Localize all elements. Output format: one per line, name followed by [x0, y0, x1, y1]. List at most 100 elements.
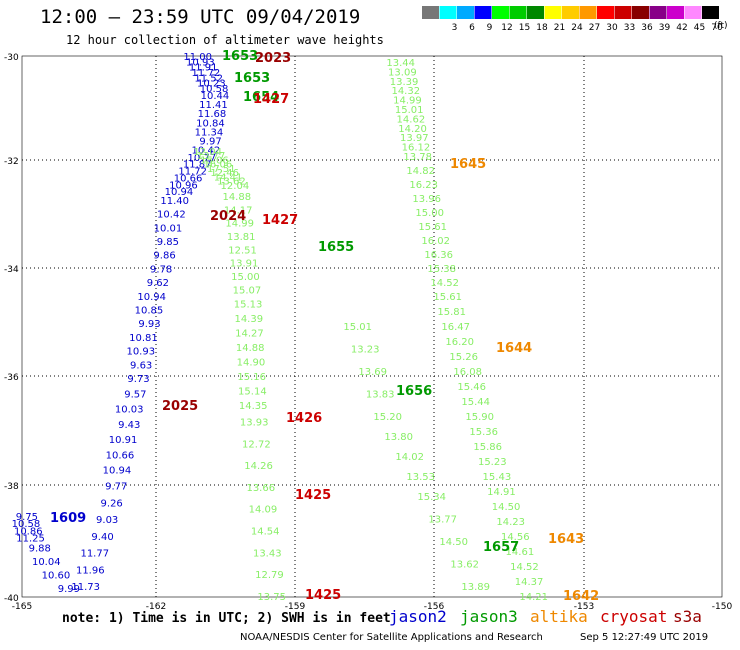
- track-value: 10.23: [197, 79, 226, 90]
- track-value: 11.25: [16, 533, 45, 544]
- track-value: 11.73: [71, 582, 100, 593]
- lon-tick-label: -156: [424, 602, 445, 612]
- pass-time-label: 1425: [295, 488, 331, 503]
- track-value: 9.97: [199, 137, 221, 148]
- track-value: 15.13: [234, 299, 263, 310]
- track-value: 12.79: [255, 570, 284, 581]
- track-value: 15.38: [427, 264, 456, 275]
- track-value: 14.41: [214, 173, 243, 184]
- pass-time-label: 1644: [496, 341, 532, 356]
- legend-cryosat: cryosat: [600, 607, 668, 626]
- track-value: 14.23: [496, 517, 525, 528]
- pass-time-label: 1643: [548, 532, 584, 547]
- scale-label: 45: [694, 23, 705, 33]
- pass-time-label: 1654: [243, 90, 279, 105]
- track-value: 15.61: [433, 292, 462, 303]
- lat-tick-label: -30: [4, 53, 19, 63]
- track-value: 10.81: [129, 333, 158, 344]
- scale-swatch: [684, 6, 702, 19]
- track-value: 9.40: [91, 532, 113, 543]
- scale-swatch: [667, 6, 684, 19]
- track-value: 9.93: [138, 319, 160, 330]
- track-value: 9.85: [157, 237, 179, 248]
- track-value: 12.72: [242, 439, 271, 450]
- scale-label: 42: [676, 23, 687, 33]
- track-value: 14.21: [519, 592, 548, 603]
- scale-swatch: [492, 6, 509, 19]
- legend-s3a: s3a: [673, 607, 702, 626]
- track-value: 13.91: [230, 259, 259, 270]
- track-value: 10.96: [169, 180, 198, 191]
- pass-time-label: 1427: [253, 92, 289, 107]
- track-value: 9.77: [105, 482, 127, 493]
- track-value: 9.75: [16, 512, 38, 523]
- lat-tick-label: -32: [4, 157, 19, 167]
- track-value: 13.97: [400, 133, 429, 144]
- track-value: 15.00: [231, 272, 260, 283]
- track-value: 9.78: [150, 264, 172, 275]
- track-value: 16.08: [453, 367, 482, 378]
- track-value: 14.27: [235, 328, 264, 339]
- scale-label: 6: [469, 23, 475, 33]
- track-value: 14.88: [236, 343, 265, 354]
- track-value: 13.44: [386, 58, 415, 69]
- track-value: 11.91: [189, 63, 218, 74]
- track-value: 14.88: [222, 192, 251, 203]
- track-value: 14.52: [430, 278, 459, 289]
- track-value: 13.62: [450, 560, 479, 571]
- track-value: 11.96: [76, 565, 105, 576]
- track-value: 15.81: [437, 307, 466, 318]
- track-value: 14.99: [393, 96, 422, 107]
- track-value: 15.06: [200, 156, 229, 167]
- track-value: 13.80: [384, 432, 413, 443]
- track-value: 15.44: [461, 397, 490, 408]
- track-value: 10.94: [165, 187, 194, 198]
- track-value: 10.85: [135, 306, 164, 317]
- scale-unit-label: (ft): [714, 21, 728, 31]
- track-value: 13.96: [412, 194, 441, 205]
- track-value: 16.06: [204, 160, 233, 171]
- track-value: 13.09: [388, 67, 417, 78]
- track-value: 15.20: [373, 412, 402, 423]
- track-value: 14.09: [249, 505, 278, 516]
- track-value: 15.43: [483, 472, 512, 483]
- track-value: 12.04: [193, 147, 222, 158]
- lat-tick-label: -36: [4, 373, 19, 383]
- pass-time-label: 1645: [450, 157, 486, 172]
- track-value: 14.50: [439, 537, 468, 548]
- track-value: 10.42: [157, 210, 186, 221]
- track-value: 16.47: [441, 322, 470, 333]
- pass-time-label: 1657: [483, 540, 519, 555]
- scale-label: 39: [659, 23, 671, 33]
- track-value: 15.00: [415, 208, 444, 219]
- track-value: 14.99: [225, 219, 254, 230]
- scale-swatch: [457, 6, 474, 19]
- scale-label: 27: [589, 23, 600, 33]
- footer-timestamp: Sep 5 12:27:49 UTC 2019: [580, 632, 709, 643]
- legend-altika: altika: [530, 607, 588, 626]
- track-value: 15.46: [457, 382, 486, 393]
- track-value: 15.34: [417, 492, 446, 503]
- pass-time-label: 1427: [262, 213, 298, 228]
- track-value: 9.73: [127, 374, 149, 385]
- track-value: 13.93: [240, 418, 269, 429]
- legend-jason3: jason3: [460, 607, 518, 626]
- scale-swatch: [509, 6, 527, 19]
- track-value: 11.52: [194, 73, 223, 84]
- pass-time-label: 1426: [286, 411, 322, 426]
- track-value: 15.01: [395, 105, 424, 116]
- track-value: 9.26: [101, 498, 123, 509]
- track-value: 16.12: [402, 143, 431, 154]
- track-value: 16.02: [421, 236, 450, 247]
- lat-tick-label: -34: [4, 265, 19, 275]
- track-value: 9.86: [153, 251, 175, 262]
- track-value: 11.72: [192, 68, 221, 79]
- scale-label: 33: [624, 23, 635, 33]
- track-value: 14.39: [234, 314, 263, 325]
- legend-note: note: 1) Time is in UTC; 2) SWH is in fe…: [62, 611, 391, 626]
- scale-label: 18: [536, 23, 548, 33]
- track-value: 14.50: [492, 502, 521, 513]
- scale-label: 36: [641, 23, 653, 33]
